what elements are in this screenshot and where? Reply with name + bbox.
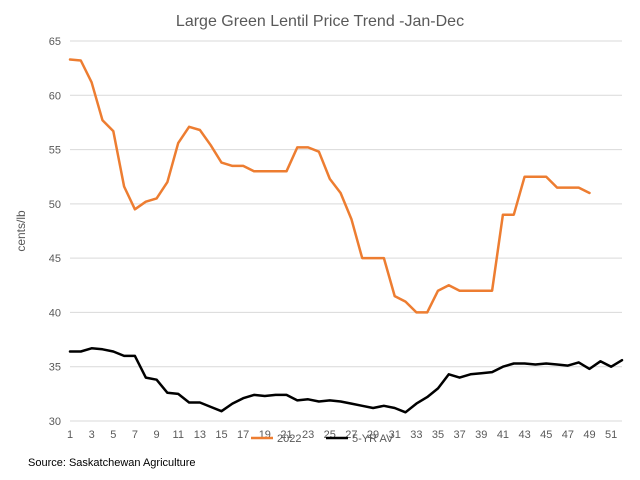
legend-label: 2022 bbox=[277, 433, 301, 445]
x-tick-label: 35 bbox=[432, 429, 444, 441]
x-tick-label: 41 bbox=[497, 429, 509, 441]
y-tick-label: 65 bbox=[49, 36, 61, 48]
x-tick-label: 31 bbox=[389, 429, 401, 441]
y-axis: 30 35 40 45 50 55 60 65 bbox=[49, 36, 61, 428]
y-axis-label: cents/lb bbox=[14, 210, 28, 252]
x-tick-label: 51 bbox=[605, 429, 617, 441]
y-tick-label: 45 bbox=[49, 253, 61, 265]
x-tick-label: 47 bbox=[562, 429, 574, 441]
legend-label: 5-YR AV bbox=[352, 433, 394, 445]
x-tick-label: 45 bbox=[540, 429, 552, 441]
x-tick-label: 21 bbox=[280, 429, 292, 441]
y-tick-label: 30 bbox=[49, 416, 61, 428]
x-tick-label: 17 bbox=[237, 429, 249, 441]
x-tick-label: 9 bbox=[154, 429, 160, 441]
y-tick-label: 60 bbox=[49, 90, 61, 102]
x-tick-label: 7 bbox=[132, 429, 138, 441]
y-tick-label: 40 bbox=[49, 307, 61, 319]
x-axis: 1 3 5 7 9 11 13 15 17 19 21 23 25 27 29 31 33 35 37 39 41 43 4… bbox=[67, 420, 622, 441]
x-tick-label: 29 bbox=[367, 429, 379, 441]
source-note: Source: Saskatchewan Agriculture bbox=[28, 457, 196, 469]
y-tick-label: 35 bbox=[49, 362, 61, 374]
x-tick-label: 11 bbox=[173, 429, 184, 441]
x-tick-label: 23 bbox=[302, 429, 314, 441]
x-tick-label: 15 bbox=[215, 429, 227, 441]
y-tick-label: 50 bbox=[49, 199, 61, 211]
y-tick-label: 55 bbox=[49, 145, 61, 157]
x-tick-label: 13 bbox=[194, 429, 206, 441]
x-tick-label: 27 bbox=[345, 429, 357, 441]
gridlines bbox=[70, 40, 622, 368]
x-tick-label: 39 bbox=[475, 429, 487, 441]
x-tick-label: 5 bbox=[110, 429, 116, 441]
x-tick-label: 49 bbox=[583, 429, 595, 441]
legend: 2022 5-YR AV bbox=[251, 433, 394, 445]
series-line-5yr-av bbox=[68, 347, 624, 414]
series-line-2022 bbox=[68, 58, 591, 314]
x-tick-label: 37 bbox=[454, 429, 466, 441]
series-lines bbox=[68, 58, 624, 414]
x-tick-label: 1 bbox=[67, 429, 73, 441]
x-tick-label: 43 bbox=[518, 429, 530, 441]
x-tick-label: 33 bbox=[410, 429, 422, 441]
x-tick-label: 3 bbox=[89, 429, 95, 441]
chart-title: Large Green Lentil Price Trend -Jan-Dec bbox=[176, 13, 464, 30]
